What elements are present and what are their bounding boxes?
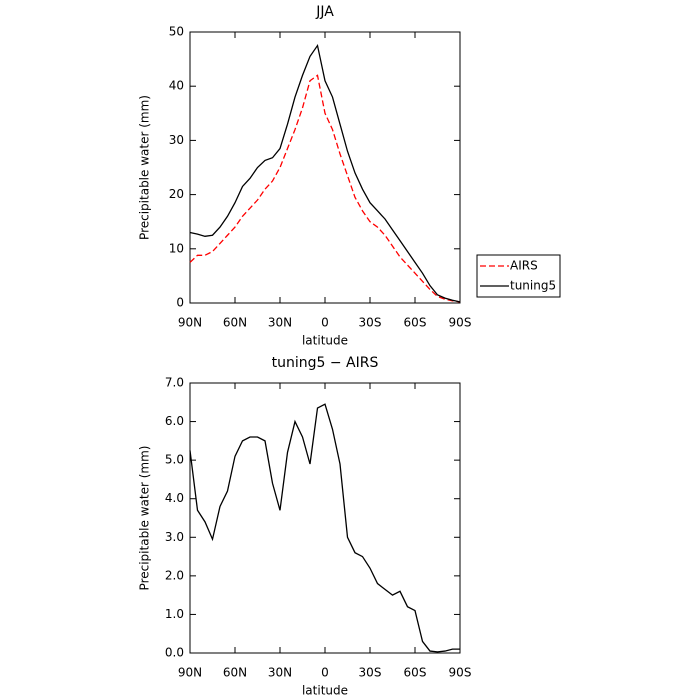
y-tick-label: 7.0 — [165, 376, 184, 390]
y-tick-label: 3.0 — [165, 530, 184, 544]
legend-label: tuning5 — [510, 279, 556, 293]
x-tick-label: 60S — [404, 316, 427, 330]
y-axis-label: Precipitable water (mm) — [138, 446, 152, 591]
y-axis-label: Precipitable water (mm) — [138, 95, 152, 240]
y-tick-label: 5.0 — [165, 453, 184, 467]
legend-box — [476, 254, 561, 298]
x-tick-label: 60N — [223, 666, 247, 680]
x-tick-label: 0 — [321, 666, 329, 680]
x-tick-label: 90S — [449, 666, 472, 680]
legend-label: AIRS — [510, 259, 538, 273]
y-tick-label: 0.0 — [165, 646, 184, 660]
y-tick-label: 1.0 — [165, 607, 184, 621]
y-tick-label: 4.0 — [165, 491, 184, 505]
y-tick-label: 6.0 — [165, 414, 184, 428]
x-tick-label: 30S — [359, 316, 382, 330]
y-tick-label: 2.0 — [165, 568, 184, 582]
y-tick-label: 30 — [169, 133, 184, 147]
x-tick-label: 0 — [321, 316, 329, 330]
x-axis-label: latitude — [302, 684, 348, 698]
chart-title: JJA — [315, 4, 334, 20]
data-line — [189, 74, 461, 303]
x-tick-label: 90S — [449, 316, 472, 330]
plot-frame — [189, 382, 461, 654]
y-tick-label: 0 — [176, 296, 184, 310]
y-tick-label: 10 — [169, 241, 184, 255]
data-line — [189, 43, 461, 303]
x-tick-label: 30S — [359, 666, 382, 680]
y-tick-label: 50 — [169, 25, 184, 39]
data-line — [189, 403, 460, 653]
x-tick-label: 90N — [178, 316, 202, 330]
plot-frame — [189, 31, 461, 304]
x-tick-label: 30N — [268, 666, 292, 680]
chart-title: tuning5 − AIRS — [272, 355, 379, 371]
x-tick-label: 60S — [404, 666, 427, 680]
x-axis-label: latitude — [302, 334, 348, 348]
y-tick-label: 20 — [169, 187, 184, 201]
x-tick-label: 90N — [178, 666, 202, 680]
y-tick-label: 40 — [169, 79, 184, 93]
x-tick-label: 30N — [268, 316, 292, 330]
x-tick-label: 60N — [223, 316, 247, 330]
